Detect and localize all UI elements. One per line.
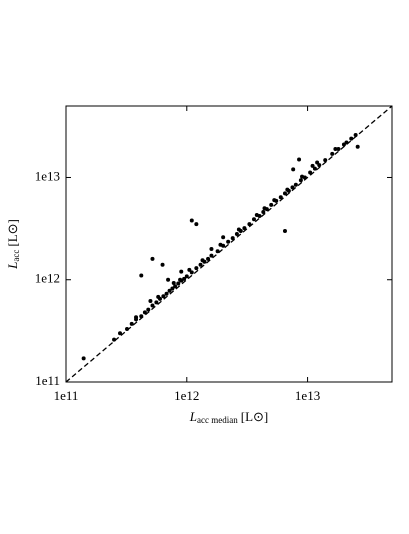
point xyxy=(139,314,144,319)
point xyxy=(215,249,220,254)
point xyxy=(300,174,305,179)
point xyxy=(148,298,153,303)
point xyxy=(170,286,175,291)
point xyxy=(282,191,287,196)
point xyxy=(166,277,171,282)
y-label-main: L xyxy=(5,262,20,270)
point xyxy=(112,337,117,342)
point xyxy=(293,182,298,187)
point xyxy=(336,146,341,151)
point xyxy=(221,235,226,240)
point xyxy=(134,315,139,320)
point xyxy=(182,276,187,281)
point xyxy=(261,209,266,214)
point xyxy=(171,280,176,285)
point xyxy=(209,246,214,251)
point xyxy=(291,167,296,172)
point xyxy=(194,222,199,227)
point xyxy=(290,185,295,190)
point xyxy=(355,144,360,149)
point xyxy=(154,300,159,305)
y-tick-label: 1e12 xyxy=(35,271,60,286)
point xyxy=(247,222,252,227)
point xyxy=(146,307,151,312)
point xyxy=(139,273,144,278)
point xyxy=(272,198,277,203)
point xyxy=(184,274,189,279)
point xyxy=(308,170,313,175)
point xyxy=(298,178,303,183)
point xyxy=(344,140,349,145)
point xyxy=(189,218,194,223)
y-tick-label: 1e13 xyxy=(35,168,60,183)
y-tick-label: 1e11 xyxy=(35,373,60,388)
point xyxy=(209,253,214,258)
x-label-sub: acc median xyxy=(197,415,238,425)
point xyxy=(323,158,328,163)
point xyxy=(118,331,123,336)
point xyxy=(297,157,302,162)
point xyxy=(226,239,231,244)
x-axis-label: Lacc median [L⊙] xyxy=(189,409,268,425)
point xyxy=(194,266,199,271)
x-tick-label: 1e12 xyxy=(174,388,199,403)
point xyxy=(206,256,211,261)
y-axis-label: Lacc [L⊙] xyxy=(5,219,21,270)
point xyxy=(156,294,161,299)
y-label-unit: [L⊙] xyxy=(5,219,20,247)
point xyxy=(242,226,247,231)
plot-frame xyxy=(65,105,393,383)
point xyxy=(189,270,194,275)
point xyxy=(236,227,241,232)
x-label-unit: [L⊙] xyxy=(241,409,269,424)
identity-line xyxy=(65,105,393,383)
point xyxy=(198,262,203,267)
point xyxy=(187,267,192,272)
point xyxy=(218,242,223,247)
point xyxy=(254,212,259,217)
x-label-main: L xyxy=(189,409,197,424)
point xyxy=(353,133,358,138)
point xyxy=(333,146,338,151)
point xyxy=(164,291,169,296)
point xyxy=(176,281,181,286)
x-tick-label: 1e13 xyxy=(295,388,320,403)
point xyxy=(200,258,205,263)
point xyxy=(269,202,274,207)
point xyxy=(179,269,184,274)
point xyxy=(251,217,256,222)
point xyxy=(160,262,165,267)
point xyxy=(142,310,147,315)
point xyxy=(262,206,267,211)
point xyxy=(173,284,178,289)
point xyxy=(312,166,317,171)
point xyxy=(161,294,166,299)
point xyxy=(282,228,287,233)
point xyxy=(178,277,183,282)
point xyxy=(330,151,335,156)
point xyxy=(278,195,283,200)
point xyxy=(349,136,354,141)
y-label-sub: acc xyxy=(11,250,21,262)
point xyxy=(230,236,235,241)
x-tick-label: 1e11 xyxy=(54,388,79,403)
point xyxy=(167,288,172,293)
point xyxy=(150,256,155,261)
point xyxy=(310,163,315,168)
point xyxy=(125,326,130,331)
point xyxy=(234,232,239,237)
point xyxy=(129,321,134,326)
point xyxy=(285,187,290,192)
point xyxy=(150,303,155,308)
point xyxy=(81,356,86,361)
point xyxy=(315,160,320,165)
